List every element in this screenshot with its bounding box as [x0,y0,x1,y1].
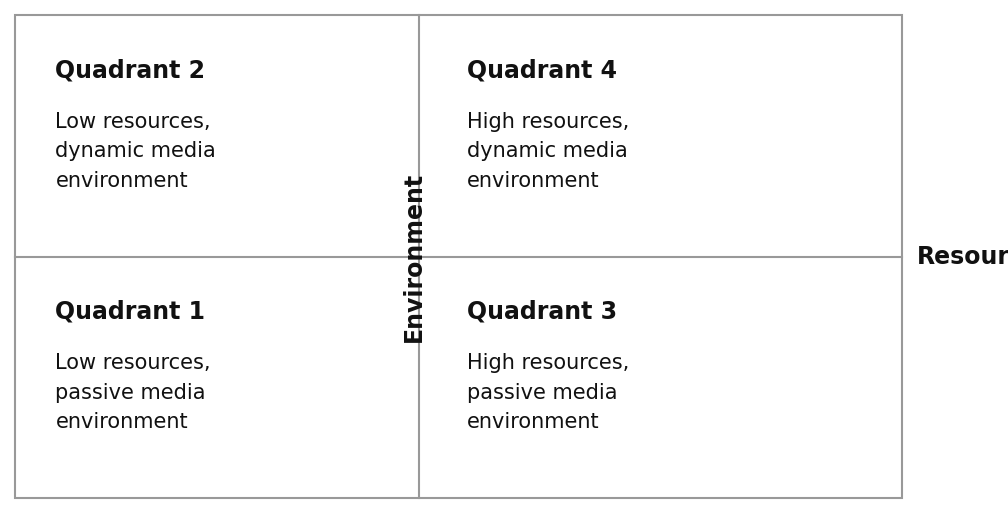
Text: Quadrant 2: Quadrant 2 [55,59,206,83]
Text: Quadrant 1: Quadrant 1 [55,300,206,324]
Text: Environment: Environment [401,171,425,342]
Text: Quadrant 4: Quadrant 4 [467,59,617,83]
Text: Low resources,
passive media
environment: Low resources, passive media environment [55,353,211,432]
Bar [15,15,902,498]
Text: High resources,
passive media
environment: High resources, passive media environmen… [467,353,629,432]
Text: Resources: Resources [917,245,1008,268]
Text: High resources,
dynamic media
environment: High resources, dynamic media environmen… [467,112,629,191]
Text: Low resources,
dynamic media
environment: Low resources, dynamic media environment [55,112,217,191]
Text: Quadrant 3: Quadrant 3 [467,300,617,324]
